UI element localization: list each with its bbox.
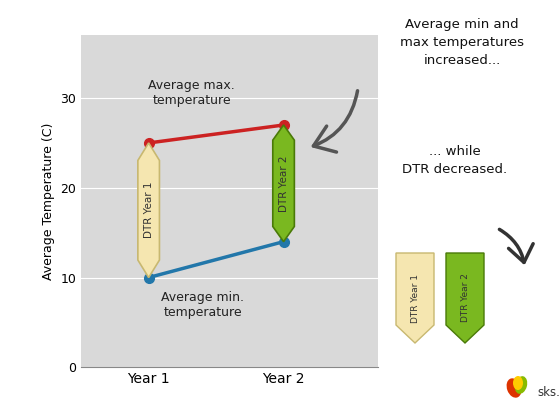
Text: DTR Year 2: DTR Year 2: [460, 273, 469, 322]
Polygon shape: [273, 125, 295, 242]
Ellipse shape: [515, 376, 528, 394]
Ellipse shape: [513, 376, 523, 390]
Text: Average max.
temperature: Average max. temperature: [148, 79, 235, 107]
Ellipse shape: [507, 378, 521, 398]
Text: ... while
DTR decreased.: ... while DTR decreased.: [403, 145, 507, 176]
Text: DTR Year 2: DTR Year 2: [278, 155, 288, 212]
FancyArrowPatch shape: [500, 229, 533, 262]
Polygon shape: [396, 253, 434, 343]
Polygon shape: [138, 143, 160, 278]
Polygon shape: [446, 253, 484, 343]
Y-axis label: Average Temperature (C): Average Temperature (C): [42, 122, 55, 280]
Text: Average min.
temperature: Average min. temperature: [161, 291, 244, 319]
Text: DTR Year 1: DTR Year 1: [410, 273, 419, 322]
Text: Average min and
max temperatures
increased...: Average min and max temperatures increas…: [400, 18, 524, 67]
Text: sks.to: sks.to: [537, 386, 560, 398]
FancyArrowPatch shape: [314, 91, 357, 152]
Text: DTR Year 1: DTR Year 1: [144, 182, 153, 239]
